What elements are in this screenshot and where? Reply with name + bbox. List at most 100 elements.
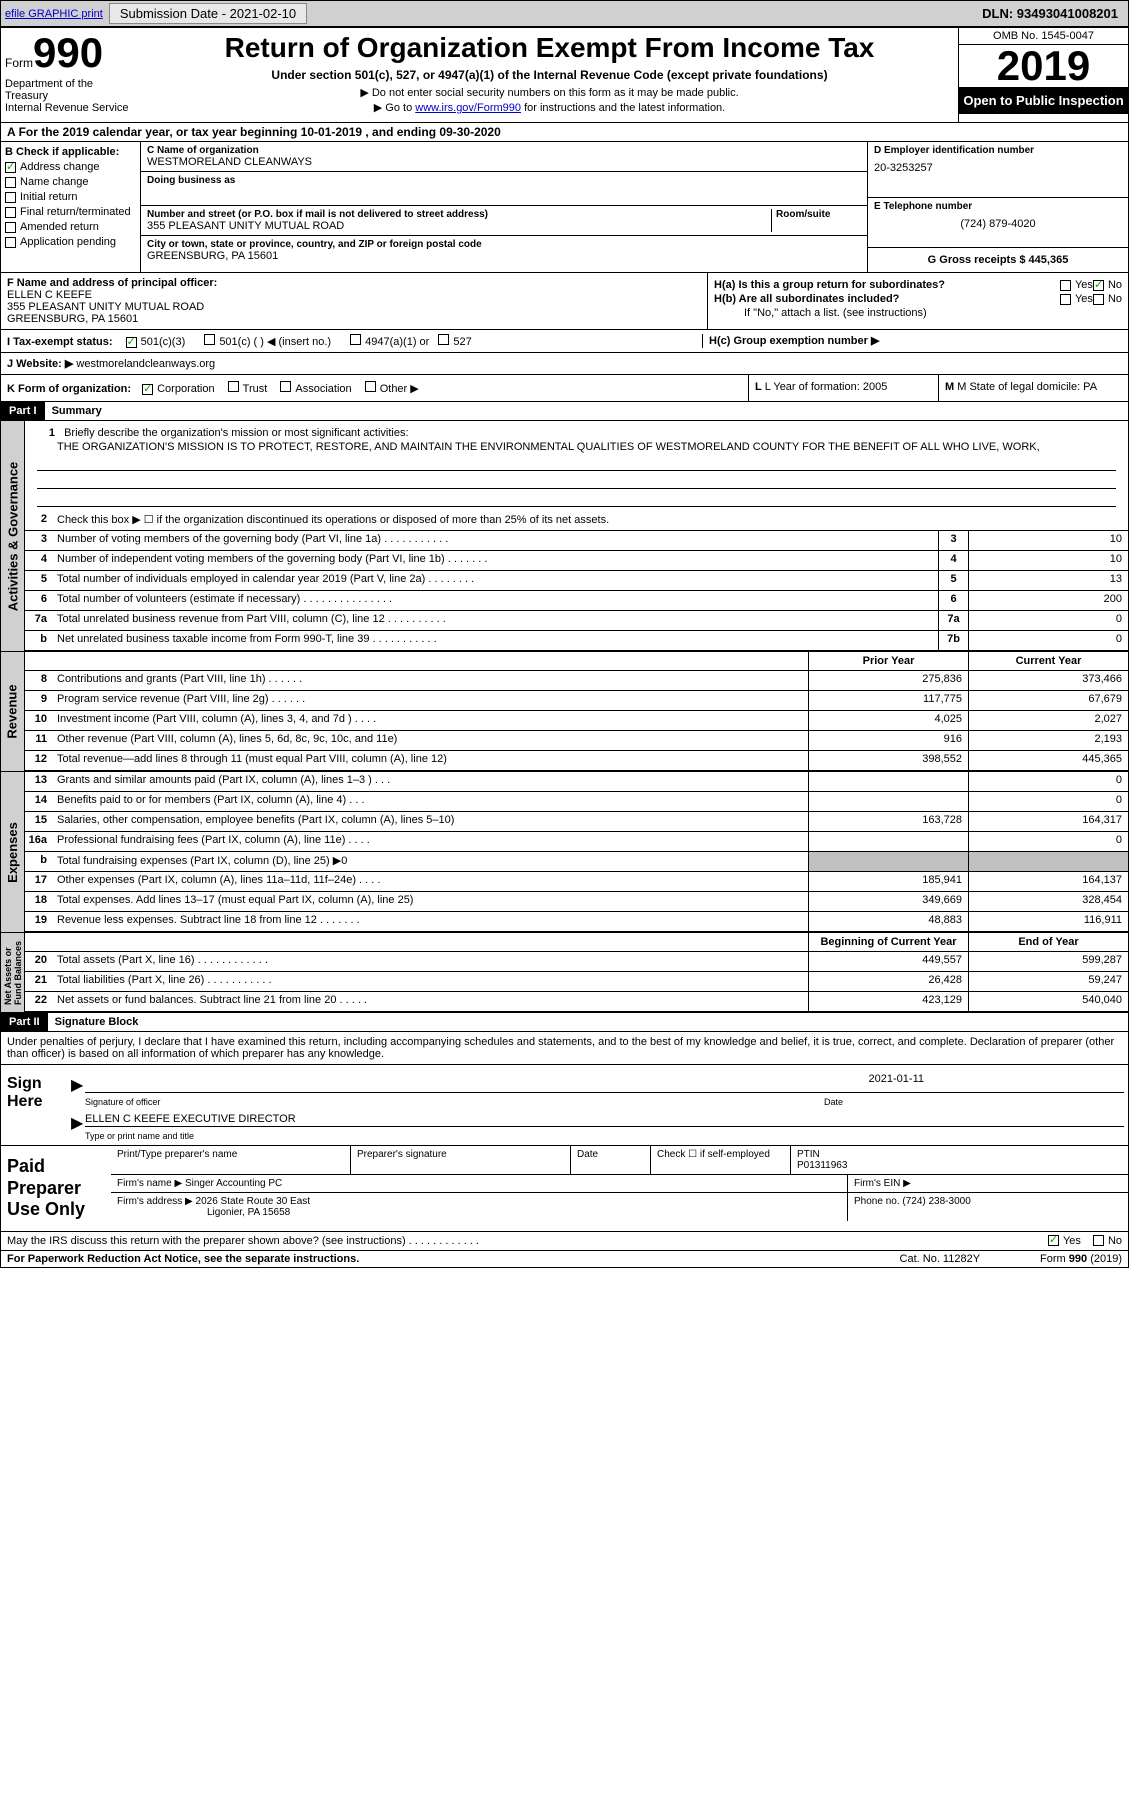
- part2-header: Part II: [1, 1013, 48, 1031]
- checkbox-icon: [5, 207, 16, 218]
- vtab-activities: Activities & Governance: [1, 421, 25, 651]
- officer-name: ELLEN C KEEFE: [7, 289, 701, 301]
- part1-title: Summary: [48, 402, 106, 420]
- street-address: 355 PLEASANT UNITY MUTUAL ROAD: [147, 220, 771, 232]
- officer-addr2: GREENSBURG, PA 15601: [7, 313, 701, 325]
- city-state-zip: GREENSBURG, PA 15601: [147, 250, 861, 262]
- year-formation: L L Year of formation: 2005: [748, 375, 938, 401]
- type-name-caption: Type or print name and title: [85, 1131, 1124, 1141]
- table-row: 18Total expenses. Add lines 13–17 (must …: [25, 892, 1128, 912]
- current-year-hdr: Current Year: [968, 652, 1128, 670]
- tax-status-row: I Tax-exempt status: 501(c)(3) 501(c) ( …: [7, 334, 702, 348]
- end-year-hdr: End of Year: [968, 933, 1128, 951]
- checkbox-icon: [5, 177, 16, 188]
- officer-label: F Name and address of principal officer:: [7, 277, 701, 289]
- phone-label: E Telephone number: [874, 201, 1122, 212]
- hc-label: H(c) Group exemption number ▶: [709, 334, 1122, 347]
- table-row: 7aTotal unrelated business revenue from …: [25, 611, 1128, 631]
- inspection-badge: Open to Public Inspection: [959, 87, 1128, 114]
- note-link: ▶ Go to www.irs.gov/Form990 for instruct…: [145, 101, 954, 114]
- sign-here-label: Sign Here: [1, 1065, 81, 1145]
- checkbox-item: Address change: [5, 161, 136, 173]
- checkbox-icon: [5, 222, 16, 233]
- form-ref: Form 990 (2019): [1040, 1253, 1122, 1265]
- table-row: 8Contributions and grants (Part VIII, li…: [25, 671, 1128, 691]
- room-label: Room/suite: [776, 209, 861, 220]
- table-row: 19Revenue less expenses. Subtract line 1…: [25, 912, 1128, 932]
- org-name: WESTMORELAND CLEANWAYS: [147, 156, 861, 168]
- sig-intro: Under penalties of perjury, I declare th…: [1, 1032, 1128, 1065]
- checkbox-icon: [5, 192, 16, 203]
- print-name-label: Print/Type preparer's name: [111, 1146, 351, 1174]
- checkbox-item: Application pending: [5, 236, 136, 248]
- table-row: 20Total assets (Part X, line 16) . . . .…: [25, 952, 1128, 972]
- paid-preparer-label: Paid Preparer Use Only: [1, 1146, 111, 1231]
- tax-year: 2019: [959, 45, 1128, 87]
- city-label: City or town, state or province, country…: [147, 239, 861, 250]
- ptin-value: P01311963: [797, 1160, 1122, 1171]
- table-row: bTotal fundraising expenses (Part IX, co…: [25, 852, 1128, 872]
- table-row: 3Number of voting members of the governi…: [25, 531, 1128, 551]
- note-ssn: ▶ Do not enter social security numbers o…: [145, 86, 954, 99]
- ein-value: 20-3253257: [874, 162, 1122, 174]
- table-row: 9Program service revenue (Part VIII, lin…: [25, 691, 1128, 711]
- table-row: 21Total liabilities (Part X, line 26) . …: [25, 972, 1128, 992]
- row-a-period: A For the 2019 calendar year, or tax yea…: [1, 123, 1128, 142]
- ptin-label: PTIN: [797, 1149, 1122, 1160]
- firm-addr1: 2026 State Route 30 East: [196, 1196, 311, 1207]
- table-row: 17Other expenses (Part IX, column (A), l…: [25, 872, 1128, 892]
- prior-year-hdr: Prior Year: [808, 652, 968, 670]
- table-row: 6Total number of volunteers (estimate if…: [25, 591, 1128, 611]
- state-domicile: M M State of legal domicile: PA: [938, 375, 1128, 401]
- sig-officer-caption: Signature of officer: [85, 1097, 824, 1107]
- form-number: 990: [33, 29, 103, 76]
- paperwork-notice: For Paperwork Reduction Act Notice, see …: [7, 1253, 359, 1265]
- table-row: 16aProfessional fundraising fees (Part I…: [25, 832, 1128, 852]
- check-self-label: Check ☐ if self-employed: [651, 1146, 791, 1174]
- ein-label: D Employer identification number: [874, 145, 1122, 156]
- cat-no: Cat. No. 11282Y: [900, 1253, 981, 1265]
- table-row: 5Total number of individuals employed in…: [25, 571, 1128, 591]
- checkbox-item: Name change: [5, 176, 136, 188]
- firm-ein-label: Firm's EIN ▶: [848, 1175, 1128, 1192]
- table-row: bNet unrelated business taxable income f…: [25, 631, 1128, 651]
- part1-header: Part I: [1, 402, 45, 420]
- checkbox-icon: [5, 162, 16, 173]
- prep-sig-label: Preparer's signature: [351, 1146, 571, 1174]
- checkbox-icon: [5, 237, 16, 248]
- form-header: Form990 Department of the Treasury Inter…: [1, 28, 1128, 123]
- table-row: 14Benefits paid to or for members (Part …: [25, 792, 1128, 812]
- discuss-text: May the IRS discuss this return with the…: [7, 1235, 479, 1247]
- officer-addr1: 355 PLEASANT UNITY MUTUAL ROAD: [7, 301, 701, 313]
- checkbox-item: Final return/terminated: [5, 206, 136, 218]
- begin-year-hdr: Beginning of Current Year: [808, 933, 968, 951]
- table-row: 11Other revenue (Part VIII, column (A), …: [25, 731, 1128, 751]
- efile-link[interactable]: efile GRAPHIC print: [5, 8, 103, 20]
- name-label: C Name of organization: [147, 145, 861, 156]
- firm-addr2: Ligonier, PA 15658: [117, 1207, 841, 1218]
- sig-date: 2021-01-11: [869, 1073, 924, 1085]
- firm-phone: Phone no. (724) 238-3000: [848, 1193, 1128, 1221]
- vtab-netassets: Net Assets orFund Balances: [1, 933, 25, 1012]
- table-row: 15Salaries, other compensation, employee…: [25, 812, 1128, 832]
- top-bar: efile GRAPHIC print Submission Date - 20…: [0, 0, 1129, 27]
- website-row: J Website: ▶ westmorelandcleanways.org: [1, 353, 1128, 375]
- table-row: 22Net assets or fund balances. Subtract …: [25, 992, 1128, 1012]
- table-row: 12Total revenue—add lines 8 through 11 (…: [25, 751, 1128, 771]
- table-row: 4Number of independent voting members of…: [25, 551, 1128, 571]
- checkbox-item: Initial return: [5, 191, 136, 203]
- form-label: Form: [5, 56, 33, 70]
- phone-value: (724) 879-4020: [874, 218, 1122, 230]
- dba-label: Doing business as: [147, 175, 861, 186]
- irs-link[interactable]: www.irs.gov/Form990: [415, 102, 521, 114]
- table-row: 2Check this box ▶ ☐ if the organization …: [25, 511, 1128, 531]
- submission-date-btn[interactable]: Submission Date - 2021-02-10: [109, 3, 307, 24]
- k-form-org: K Form of organization: Corporation Trus…: [1, 375, 748, 401]
- vtab-revenue: Revenue: [1, 652, 25, 771]
- form-subtitle: Under section 501(c), 527, or 4947(a)(1)…: [145, 68, 954, 82]
- col-b-checkboxes: B Check if applicable: Address changeNam…: [1, 142, 141, 272]
- vtab-expenses: Expenses: [1, 772, 25, 932]
- part2-title: Signature Block: [51, 1013, 143, 1031]
- mission-text: THE ORGANIZATION'S MISSION IS TO PROTECT…: [33, 441, 1120, 453]
- dln-label: DLN: 93493041008201: [982, 6, 1118, 21]
